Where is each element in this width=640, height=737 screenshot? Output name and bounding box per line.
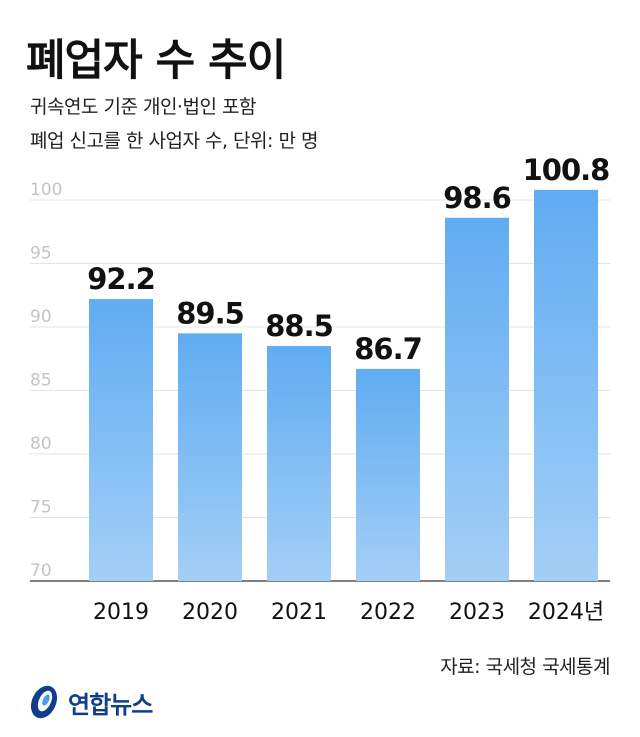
bar-value-label: 100.8 (523, 153, 610, 187)
bar-chart: 70 75 80 85 90 95 100 92.2 89.5 88.5 86.7 98.6 100.… (30, 153, 610, 625)
chart-title: 폐업자 수 추이 (26, 36, 286, 86)
y-tick-label: 95 (30, 244, 52, 264)
x-tick-label: 2024년 (528, 600, 604, 625)
x-tick-label: 2021 (271, 600, 327, 625)
bar (356, 368, 420, 581)
bar (267, 346, 331, 581)
bar-value-label: 86.7 (354, 332, 422, 366)
x-tick-label: 2020 (182, 600, 238, 625)
yonhap-logo-icon (30, 685, 58, 719)
chart-subtitle-line-1: 귀속연도 기준 개인·법인 포함 (30, 96, 256, 118)
y-tick-label: 100 (30, 180, 62, 200)
x-tick-label: 2019 (93, 600, 149, 625)
bars (89, 189, 598, 581)
y-tick-labels: 70 75 80 85 90 95 100 (30, 180, 62, 581)
logo-text: 연합뉴스 (68, 690, 153, 719)
source-note: 자료: 국세청 국세통계 (440, 656, 610, 678)
bar (178, 333, 242, 581)
y-tick-label: 85 (30, 371, 52, 391)
bar-value-label: 89.5 (176, 296, 244, 330)
yonhap-logo: 연합뉴스 (24, 682, 153, 722)
y-tick-label: 70 (30, 561, 52, 581)
bar-value-label: 92.2 (87, 262, 155, 296)
x-tick-labels: 2019 2020 2021 2022 2023 2024년 (93, 600, 604, 625)
bar (89, 299, 153, 581)
value-labels: 92.2 89.5 88.5 86.7 98.6 100.8 (87, 153, 610, 366)
y-tick-label: 75 (30, 498, 52, 518)
bar-value-label: 88.5 (265, 309, 333, 343)
y-tick-label: 80 (30, 434, 52, 454)
y-tick-label: 90 (30, 307, 52, 327)
bar (445, 217, 509, 581)
x-tick-label: 2023 (449, 600, 505, 625)
chart-subtitle-line-2: 폐업 신고를 한 사업자 수, 단위: 만 명 (30, 130, 318, 152)
x-tick-label: 2022 (360, 600, 416, 625)
bar (534, 189, 598, 581)
bar-value-label: 98.6 (443, 181, 511, 215)
